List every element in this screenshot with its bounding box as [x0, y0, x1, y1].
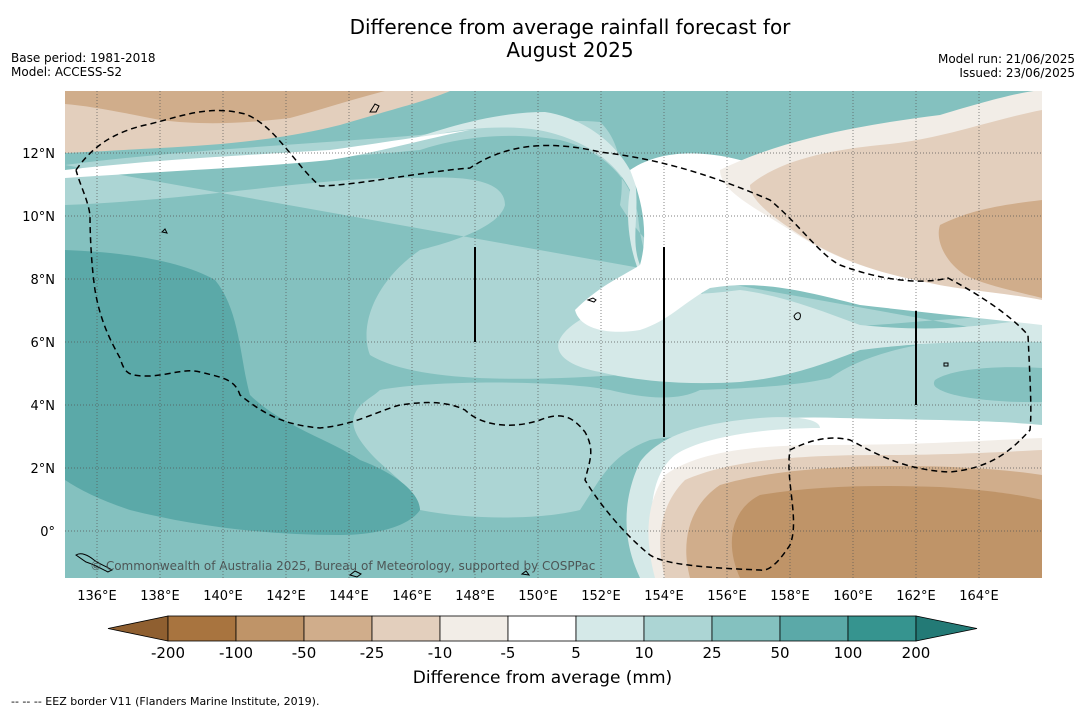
islands: [75, 103, 949, 578]
colorbar-title: Difference from average (mm): [412, 668, 673, 688]
colorbar-segment: [167, 615, 237, 642]
title-line-1: Difference from average rainfall forecas…: [349, 15, 791, 39]
model-label: Model: ACCESS-S2: [11, 65, 123, 79]
colorbar-segment: [643, 615, 713, 642]
colorbar-label: -10: [428, 644, 453, 662]
lat-tick-labels: 12°N 10°N 8°N 6°N 4°N 2°N 0°: [22, 147, 55, 540]
colorbar-label: 10: [634, 644, 653, 662]
copyright-text: © Commonwealth of Australia 2025, Bureau…: [90, 559, 595, 573]
colorbar-segment: [507, 615, 577, 642]
lon-tick: 146°E: [392, 589, 432, 604]
colorbar-label: -200: [151, 644, 185, 662]
lon-tick: 156°E: [707, 589, 747, 604]
lon-tick: 138°E: [140, 589, 180, 604]
base-period-label: Base period: 1981-2018: [11, 51, 156, 65]
colorbar-label: 5: [571, 644, 581, 662]
lat-tick: 10°N: [22, 210, 55, 225]
lon-tick: 158°E: [770, 589, 810, 604]
lon-tick: 148°E: [455, 589, 495, 604]
lon-tick: 136°E: [77, 589, 117, 604]
lon-tick: 164°E: [959, 589, 999, 604]
band-5-10-north: [395, 112, 1042, 384]
colorbar: -200 -100 -50 -25 -10 -5 5 10 25 50 100 200: [107, 615, 978, 662]
band-50-100-west: [65, 250, 420, 535]
eez-border: [75, 109, 1032, 571]
band-neg100-neg50-south: [731, 485, 1042, 578]
colorbar-segment: [779, 615, 849, 642]
lon-tick: 140°E: [203, 589, 243, 604]
lon-tick: 144°E: [329, 589, 369, 604]
colorbar-segment: [371, 615, 441, 642]
colorbar-label: -25: [360, 644, 385, 662]
lon-tick: 142°E: [266, 589, 306, 604]
colorbar-segment: [439, 615, 509, 642]
lon-tick: 162°E: [896, 589, 936, 604]
colorbar-label: 50: [770, 644, 789, 662]
band-neg50-neg25-nw: [65, 91, 385, 124]
graticule: [65, 91, 1042, 578]
band-neg50-neg25-ne: [938, 200, 1042, 298]
lat-tick: 2°N: [31, 462, 56, 477]
colorbar-label: 25: [702, 644, 721, 662]
eez-legend-note: -- -- -- EEZ border V11 (Flanders Marine…: [11, 695, 320, 708]
colorbar-segment: [575, 615, 645, 642]
colorbar-label: -50: [292, 644, 317, 662]
lat-tick: 0°: [40, 525, 55, 540]
colorbar-label: 100: [834, 644, 863, 662]
band-5-10-south: [626, 417, 820, 578]
colorbar-segment: [303, 615, 373, 642]
lat-tick: 12°N: [22, 147, 55, 162]
lon-tick: 154°E: [644, 589, 684, 604]
map-fill: [65, 91, 1042, 578]
colorbar-label: -100: [219, 644, 253, 662]
band-25-50-east-patch: [933, 367, 1042, 403]
colorbar-under-arrow: [107, 615, 169, 642]
colorbar-segment: [711, 615, 781, 642]
colorbar-label: -5: [501, 644, 516, 662]
lat-tick: 8°N: [31, 273, 56, 288]
lon-tick-labels: 136°E 138°E 140°E 142°E 144°E 146°E 148°…: [77, 589, 999, 604]
lon-tick: 152°E: [581, 589, 621, 604]
colorbar-segment: [847, 615, 917, 642]
colorbar-over-arrow: [915, 615, 978, 642]
lat-tick: 6°N: [31, 336, 56, 351]
issued-label: Issued: 23/06/2025: [959, 66, 1075, 80]
track-markers: [474, 247, 917, 437]
colorbar-segment: [235, 615, 305, 642]
lon-tick: 150°E: [518, 589, 558, 604]
lon-tick: 160°E: [833, 589, 873, 604]
title-line-2: August 2025: [506, 38, 634, 62]
model-run-label: Model run: 21/06/2025: [937, 52, 1075, 66]
colorbar-label: 200: [902, 644, 931, 662]
lat-tick: 4°N: [31, 399, 56, 414]
